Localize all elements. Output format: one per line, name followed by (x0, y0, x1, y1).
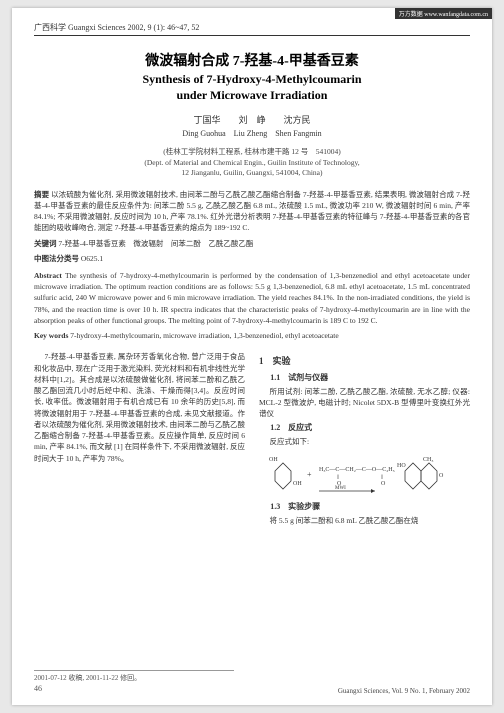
journal-header: 广西科学 Guangxi Sciences 2002, 9 (1): 46~47… (34, 22, 470, 36)
affil-line3: 12 Jianganlu, Guilin, Guangxi, 541004, C… (181, 168, 322, 177)
reaction-label: 反应式如下: (259, 436, 470, 447)
reaction-scheme: OH OH + H₃C—C—CH₂—C—O—C₂H₅ ‖ O ‖ O MWI H… (259, 451, 470, 497)
keywords-english: Key words 7-hydroxy-4-methylcoumarin, mi… (34, 330, 470, 341)
svg-text:OH: OH (293, 481, 302, 487)
section-1-3-heading: 1.3 实验步骤 (259, 501, 470, 513)
class-label: 中图法分类号 (34, 254, 79, 263)
class-value: O625.1 (81, 254, 103, 263)
authors-chinese: 丁国华 刘 峥 沈方民 (34, 113, 470, 126)
keywords-chinese: 关键词 7-羟基-4-甲基香豆素 微波辐射 间苯二酚 乙酰乙酸乙酯 (34, 238, 470, 249)
title-english: Synthesis of 7-Hydroxy-4-Methylcoumarin … (34, 72, 470, 103)
svg-text:O: O (439, 473, 444, 479)
affil-line2: (Dept. of Material and Chemical Engin., … (144, 158, 359, 167)
affil-line1: (桂林工学院材料工程系, 桂林市建干路 12 号 541004) (163, 147, 341, 156)
right-column: 1 实验 1.1 试剂与仪器 所用试剂: 间苯二酚, 乙酰乙酸乙酯, 浓硫酸, … (259, 351, 470, 527)
intro-paragraph: 7-羟基-4-甲基香豆素, 属杂环芳香氧化合物, 曾广泛用于食品和化妆品中, 现… (34, 351, 245, 464)
abstract-en-text: The synthesis of 7-hydroxy-4-methylcouma… (34, 271, 470, 325)
svg-text:CH₃: CH₃ (423, 457, 433, 463)
abstract-chinese: 摘要 以浓硫酸为催化剂, 采用微波辐射技术, 由间苯二酚与乙酰乙酸乙酯缩合制备 … (34, 189, 470, 234)
affiliation: (桂林工学院材料工程系, 桂林市建干路 12 号 541004) (Dept. … (34, 147, 470, 179)
reaction-structure-icon: OH OH + H₃C—C—CH₂—C—O—C₂H₅ ‖ O ‖ O MWI H… (265, 451, 465, 497)
svg-text:OH: OH (269, 457, 278, 463)
keywords-en-label: Key words (34, 331, 68, 340)
svg-text:MWI: MWI (335, 486, 346, 491)
body-columns: 7-羟基-4-甲基香豆素, 属杂环芳香氧化合物, 曾广泛用于食品和化妆品中, 现… (34, 351, 470, 527)
corner-tag: 万方数据 www.wanfangdata.com.cn (395, 8, 492, 19)
footnote-text: 2001-07-12 收稿, 2001-11-22 修回。 (34, 674, 141, 682)
keywords-en-text: 7-hydroxy-4-methylcoumarin, microwave ir… (70, 331, 338, 340)
footnote: 2001-07-12 收稿, 2001-11-22 修回。 46 (34, 670, 234, 696)
abstract-cn-text: 以浓硫酸为催化剂, 采用微波辐射技术, 由间苯二酚与乙酰乙酸乙酯缩合制备 7-羟… (34, 190, 470, 233)
reagents-paragraph: 所用试剂: 间苯二酚, 乙酰乙酸乙酯, 浓硫酸, 无水乙醇; 仪器: MCL-2… (259, 386, 470, 420)
keywords-cn-text: 7-羟基-4-甲基香豆素 微波辐射 间苯二酚 乙酰乙酸乙酯 (58, 239, 253, 248)
svg-text:H₃C—C—CH₂—C—O—C₂H₅: H₃C—C—CH₂—C—O—C₂H₅ (319, 467, 395, 473)
page-number-left: 46 (34, 684, 42, 693)
svg-text:O: O (381, 481, 386, 487)
title-en-line1: Synthesis of 7-Hydroxy-4-Methylcoumarin (142, 72, 361, 86)
section-1-2-heading: 1.2 反应式 (259, 422, 470, 434)
classification: 中图法分类号 O625.1 (34, 253, 470, 264)
abstract-en-label: Abstract (34, 271, 62, 280)
procedure-paragraph: 将 5.5 g 间苯二酚和 6.8 mL 乙酰乙酸乙酯在烧 (259, 515, 470, 526)
footer-right: Guangxi Sciences, Vol. 9 No. 1, February… (338, 687, 470, 695)
abstract-cn-label: 摘要 (34, 190, 49, 199)
section-1-1-heading: 1.1 试剂与仪器 (259, 372, 470, 384)
title-en-line2: under Microwave Irradiation (177, 88, 328, 102)
page-container: 万方数据 www.wanfangdata.com.cn 广西科学 Guangxi… (12, 8, 492, 705)
abstract-english: Abstract The synthesis of 7-hydroxy-4-me… (34, 270, 470, 326)
svg-text:HO: HO (397, 463, 406, 469)
left-column: 7-羟基-4-甲基香豆素, 属杂环芳香氧化合物, 曾广泛用于食品和化妆品中, 现… (34, 351, 245, 527)
keywords-cn-label: 关键词 (34, 239, 57, 248)
authors-english: Ding Guohua Liu Zheng Shen Fangmin (34, 128, 470, 139)
title-chinese: 微波辐射合成 7-羟基-4-甲基香豆素 (34, 50, 470, 70)
svg-text:+: + (307, 470, 312, 479)
section-1-heading: 1 实验 (259, 355, 470, 369)
